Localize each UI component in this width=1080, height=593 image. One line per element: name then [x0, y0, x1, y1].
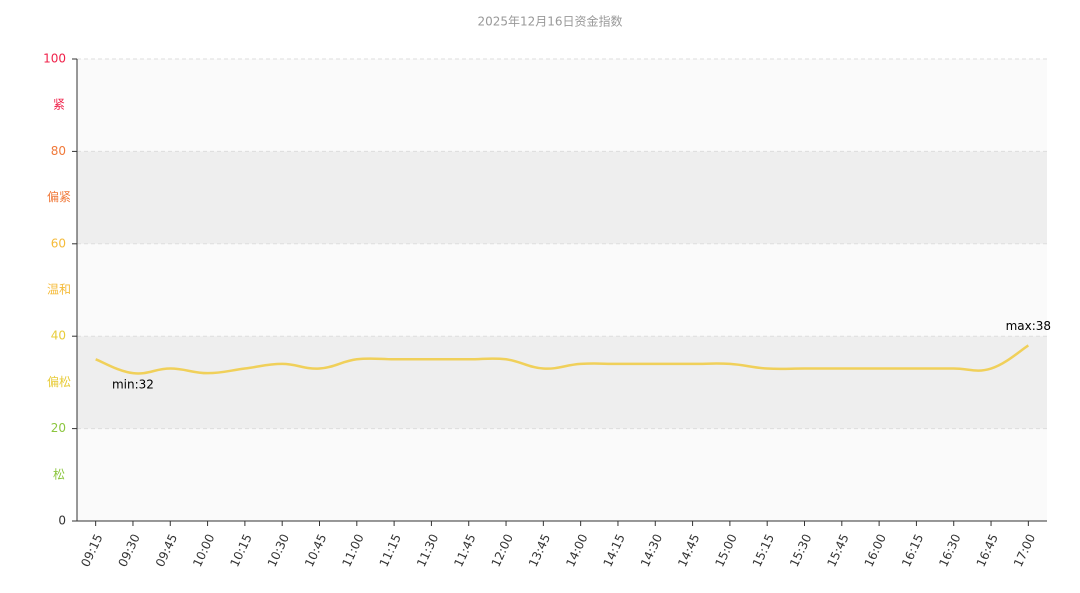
x-tick-label: 10:45	[302, 532, 329, 569]
y-tick-label: 80	[51, 144, 66, 158]
y-tick-label: 60	[51, 236, 66, 250]
x-tick-label: 14:30	[638, 532, 665, 569]
x-tick-label: 14:45	[675, 532, 702, 569]
zone-label: 紧	[53, 98, 65, 112]
x-tick-label: 10:15	[227, 532, 254, 569]
x-tick-label: 11:00	[339, 532, 366, 569]
zone-label: 松	[53, 467, 65, 481]
zone-band	[77, 59, 1047, 152]
x-tick-label: 13:45	[526, 532, 553, 569]
y-tick-label: 0	[58, 514, 66, 528]
zone-band	[77, 428, 1047, 521]
zone-label: 偏松	[47, 374, 71, 389]
zone-band	[77, 336, 1047, 429]
x-tick-label: 15:45	[824, 532, 851, 569]
x-tick-label: 17:00	[1011, 532, 1038, 569]
x-tick-label: 11:15	[377, 532, 404, 569]
x-tick-label: 16:45	[974, 532, 1001, 569]
x-tick-label: 16:15	[899, 532, 926, 569]
y-tick-label: 20	[51, 421, 66, 435]
zone-label: 温和	[47, 283, 71, 297]
x-tick-label: 14:15	[601, 532, 628, 569]
x-tick-label: 15:15	[750, 532, 777, 569]
x-tick-label: 09:45	[153, 532, 180, 569]
x-tick-label: 09:30	[116, 532, 143, 569]
x-tick-label: 15:30	[787, 532, 814, 569]
max-annotation: max:38	[1006, 319, 1051, 333]
y-tick-label: 40	[51, 329, 66, 343]
x-tick-label: 15:00	[712, 532, 739, 569]
x-tick-label: 16:00	[862, 532, 889, 569]
x-tick-label: 11:30	[414, 532, 441, 569]
zone-band	[77, 151, 1047, 244]
chart-title: 2025年12月16日资金指数	[477, 14, 622, 29]
min-annotation: min:32	[112, 378, 154, 392]
x-tick-label: 10:30	[265, 532, 292, 569]
x-tick-label: 09:15	[78, 532, 105, 569]
zone-band	[77, 243, 1047, 337]
y-tick-label: 100	[43, 52, 66, 66]
x-tick-label: 16:30	[936, 532, 963, 569]
x-tick-label: 11:45	[451, 532, 478, 569]
x-tick-label: 14:00	[563, 532, 590, 569]
series-line	[95, 344, 1030, 375]
x-tick-label: 10:00	[190, 532, 217, 569]
zone-label: 偏紧	[47, 189, 71, 204]
x-tick-label: 12:00	[489, 532, 516, 569]
